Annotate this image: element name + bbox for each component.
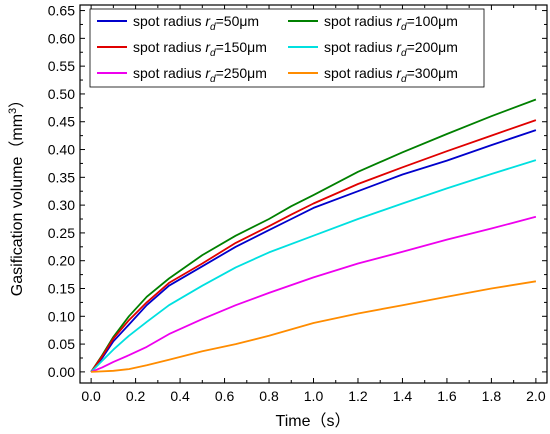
series-line [90,129,537,373]
x-tick-label: 2.0 [526,388,546,404]
y-tick-label: 0.15 [48,281,75,297]
legend: spot radius rd=50μm spot radius rd=100μm s… [89,8,485,88]
legend-label: spot radius rd=200μm [324,39,458,59]
y-tick-label: 0.65 [48,3,75,19]
y-tick-label: 0.55 [48,58,75,74]
y-tick-label: 0.50 [48,86,75,102]
y-tick-label: 0.00 [48,364,75,380]
x-axis-title: Time（s） [276,412,351,430]
x-tick-label: 0.6 [215,388,235,404]
series-line [91,280,537,373]
y-tick-label: 0.05 [48,336,75,352]
legend-label: spot radius rd=300μm [324,65,458,85]
x-tick-label: 0.0 [81,388,101,404]
y-tick-label: 0.20 [48,253,75,269]
y-tick-label: 0.35 [48,169,75,185]
legend-box [89,8,485,88]
y-tick-label: 0.45 [48,114,75,130]
y-tick-label: 0.40 [48,142,75,158]
y-tick-label: 0.30 [48,197,75,213]
x-tick-label: 1.0 [304,388,324,404]
legend-label: spot radius rd=150μm [133,39,267,59]
y-axis: 0.00 0.05 0.10 0.15 0.20 0.25 0.30 0.35 0.40 0.45… [48,3,547,380]
series-line [90,98,537,373]
x-tick-label: 1.4 [393,388,413,404]
y-axis-title-sup: 3 [7,108,19,114]
y-tick-label: 0.25 [48,225,75,241]
y-tick-label: 0.60 [48,30,75,46]
series-line [90,215,537,373]
x-tick-label: 0.2 [126,388,146,404]
y-tick-label: 0.10 [48,308,75,324]
legend-label: spot radius rd=50μm [133,13,259,33]
y-axis-title: Gasification volume（mm3） [7,92,26,296]
legend-label: spot radius rd=250μm [133,65,267,85]
legend-label: spot radius rd=100μm [324,13,458,33]
x-tick-label: 1.6 [437,388,457,404]
x-tick-label: 0.8 [259,388,279,404]
series-line [90,119,537,373]
series-lines [90,98,537,373]
x-axis: 0.0 0.2 0.4 0.6 0.8 1.0 1.2 1.4 1.6 1.8 2.0 [81,5,546,404]
x-tick-label: 1.2 [348,388,368,404]
series-line [90,159,537,373]
x-tick-label: 1.8 [482,388,502,404]
x-tick-label: 0.4 [170,388,190,404]
